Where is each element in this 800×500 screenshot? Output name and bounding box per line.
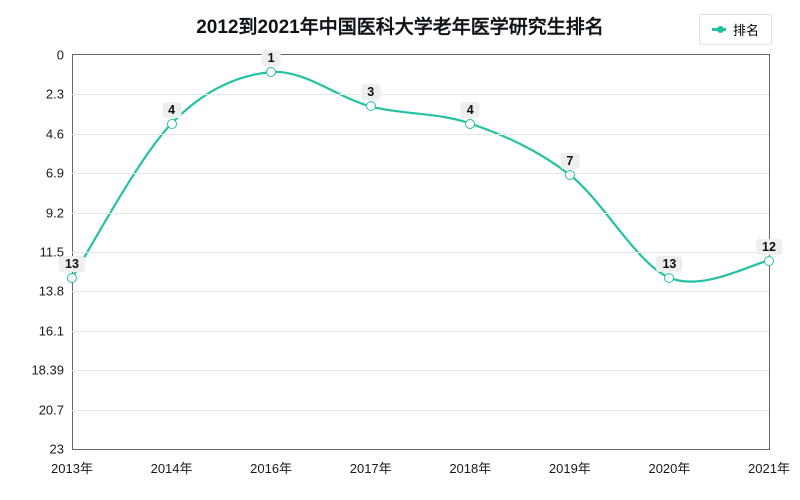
data-point (565, 170, 575, 180)
y-tick-label: 2.3 (16, 87, 64, 102)
chart-container: 2012到2021年中国医科大学老年医学研究生排名 排名 0 2.3 4.6 6.9 9… (0, 0, 800, 500)
x-tick-label: 2018年 (449, 458, 491, 477)
y-tick-label: 9.2 (16, 205, 64, 220)
y-tick-label: 23 (16, 442, 64, 457)
data-point (266, 67, 276, 77)
y-tick-label: 13.8 (16, 284, 64, 299)
data-label: 12 (756, 239, 782, 255)
x-tick-label: 2014年 (151, 458, 193, 477)
y-tick-label: 18.39 (16, 363, 64, 378)
y-tick-label: 0 (16, 48, 64, 63)
data-point (764, 256, 774, 266)
data-point (465, 119, 475, 129)
chart-title: 2012到2021年中国医科大学老年医学研究生排名 (0, 12, 800, 39)
gridline (72, 173, 769, 174)
gridline (72, 410, 769, 411)
x-tick-label: 2017年 (350, 458, 392, 477)
y-tick-label: 11.5 (16, 245, 64, 260)
legend-label: 排名 (733, 20, 759, 39)
x-tick-label: 2016年 (250, 458, 292, 477)
y-tick-label: 20.7 (16, 402, 64, 417)
gridline (72, 331, 769, 332)
x-tick-label: 2019年 (549, 458, 591, 477)
data-label: 7 (560, 153, 579, 169)
data-label: 4 (162, 102, 181, 118)
data-point (67, 273, 77, 283)
data-label: 3 (361, 84, 380, 100)
data-point (664, 273, 674, 283)
gridline (72, 213, 769, 214)
y-tick-label: 6.9 (16, 166, 64, 181)
data-point (366, 101, 376, 111)
y-tick-label: 16.1 (16, 323, 64, 338)
data-point (167, 119, 177, 129)
data-label: 4 (461, 102, 480, 118)
plot-area: 02.34.66.99.211.513.816.118.3920.7232013… (72, 54, 770, 450)
y-tick-label: 4.6 (16, 126, 64, 141)
gridline (72, 370, 769, 371)
data-label: 13 (59, 256, 85, 272)
data-label: 1 (262, 50, 281, 66)
gridline (72, 291, 769, 292)
legend: 排名 (699, 14, 772, 45)
legend-swatch (712, 28, 726, 31)
x-tick-label: 2013年 (51, 458, 93, 477)
x-tick-label: 2021年 (748, 458, 790, 477)
gridline (72, 94, 769, 95)
gridline (72, 134, 769, 135)
data-label: 13 (656, 256, 682, 272)
x-tick-label: 2020年 (648, 458, 690, 477)
gridline (72, 252, 769, 253)
